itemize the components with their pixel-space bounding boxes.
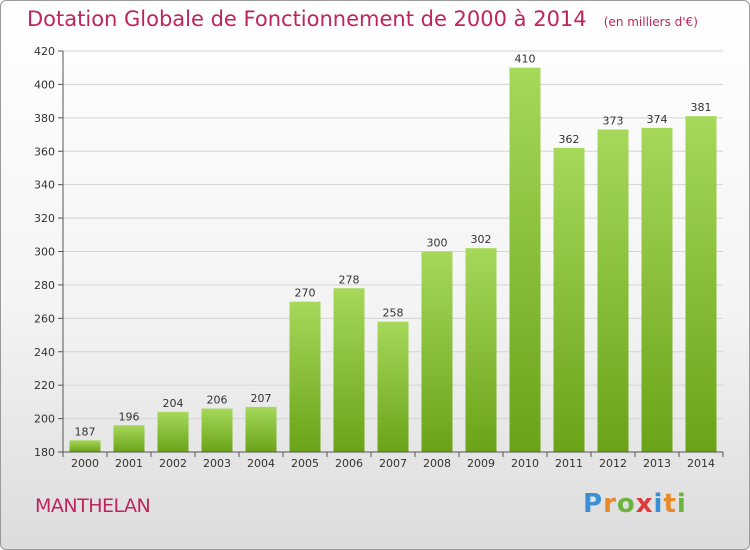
- x-tick-label: 2008: [423, 457, 451, 470]
- y-tick-label: 320: [34, 212, 55, 225]
- chart-subtitle: (en milliers d'€): [603, 15, 698, 29]
- bar-2004: [245, 406, 277, 452]
- logo-letter: i: [676, 489, 687, 519]
- y-tick-label: 420: [34, 45, 55, 58]
- data-label-2006: 278: [339, 273, 360, 286]
- x-tick-label: 2006: [335, 457, 363, 470]
- bar-2007: [377, 321, 409, 452]
- chart-title-block: Dotation Globale de Fonctionnement de 20…: [27, 7, 698, 31]
- x-tick-label: 2010: [511, 457, 539, 470]
- logo-letter: o: [616, 489, 636, 519]
- data-label-2014: 381: [691, 101, 712, 114]
- chart-title: Dotation Globale de Fonctionnement de 20…: [27, 7, 587, 31]
- x-tick-label: 2000: [71, 457, 99, 470]
- y-tick-label: 260: [34, 312, 55, 325]
- x-tick-label: 2001: [115, 457, 143, 470]
- data-label-2011: 362: [559, 133, 580, 146]
- y-tick-label: 180: [34, 446, 55, 459]
- data-label-2009: 302: [471, 233, 492, 246]
- logo-letter: r: [603, 489, 617, 519]
- bar-2011: [553, 147, 585, 453]
- x-tick-label: 2003: [203, 457, 231, 470]
- y-tick-label: 240: [34, 346, 55, 359]
- y-tick-label: 300: [34, 246, 55, 259]
- axis-layer: 180 200 220 240 260 280 300 320 340 360 380 400 420 1…: [34, 45, 724, 470]
- data-label-2004: 207: [251, 392, 272, 405]
- x-tick-label: 2014: [687, 457, 715, 470]
- x-tick-label: 2011: [555, 457, 583, 470]
- y-tick-label: 280: [34, 279, 55, 292]
- data-label-2008: 300: [427, 237, 448, 250]
- data-label-2003: 206: [207, 394, 228, 407]
- bar-2002: [157, 411, 189, 452]
- bar-2008: [421, 251, 453, 452]
- data-label-2002: 204: [163, 397, 184, 410]
- bar-2005: [289, 301, 321, 452]
- y-tick-label: 200: [34, 413, 55, 426]
- y-tick-label: 380: [34, 112, 55, 125]
- x-tick-label: 2004: [247, 457, 275, 470]
- data-label-2013: 374: [647, 113, 668, 126]
- bar-2013: [641, 127, 673, 452]
- data-label-2001: 196: [119, 410, 140, 423]
- y-tick-label: 340: [34, 179, 55, 192]
- bar-2010: [509, 67, 541, 452]
- bar-2001: [113, 425, 145, 452]
- data-label-2000: 187: [75, 425, 96, 438]
- y-tick-label: 360: [34, 145, 55, 158]
- x-tick-label: 2009: [467, 457, 495, 470]
- logo-letter: t: [663, 489, 677, 519]
- logo-letter: P: [583, 489, 604, 519]
- bar-2000: [69, 440, 101, 452]
- x-tick-label: 2005: [291, 457, 319, 470]
- y-tick-label: 220: [34, 379, 55, 392]
- y-tick-label: 400: [34, 78, 55, 91]
- commune-name: MANTHELAN: [35, 495, 151, 517]
- logo-letter: x: [635, 489, 654, 519]
- data-label-2012: 373: [603, 115, 624, 128]
- bar-layer: [69, 67, 717, 453]
- bar-2003: [201, 408, 233, 452]
- bar-2006: [333, 288, 365, 452]
- x-tick-label: 2002: [159, 457, 187, 470]
- x-tick-label: 2013: [643, 457, 671, 470]
- data-label-2005: 270: [295, 287, 316, 300]
- proxiti-logo[interactable]: Proxiti: [583, 489, 687, 519]
- x-tick-label: 2012: [599, 457, 627, 470]
- bar-2014: [685, 116, 717, 452]
- bar-2012: [597, 129, 629, 452]
- bar-2009: [465, 248, 497, 452]
- logo-letter: i: [653, 489, 664, 519]
- data-label-2010: 410: [515, 53, 536, 66]
- x-tick-label: 2007: [379, 457, 407, 470]
- data-label-2007: 258: [383, 307, 404, 320]
